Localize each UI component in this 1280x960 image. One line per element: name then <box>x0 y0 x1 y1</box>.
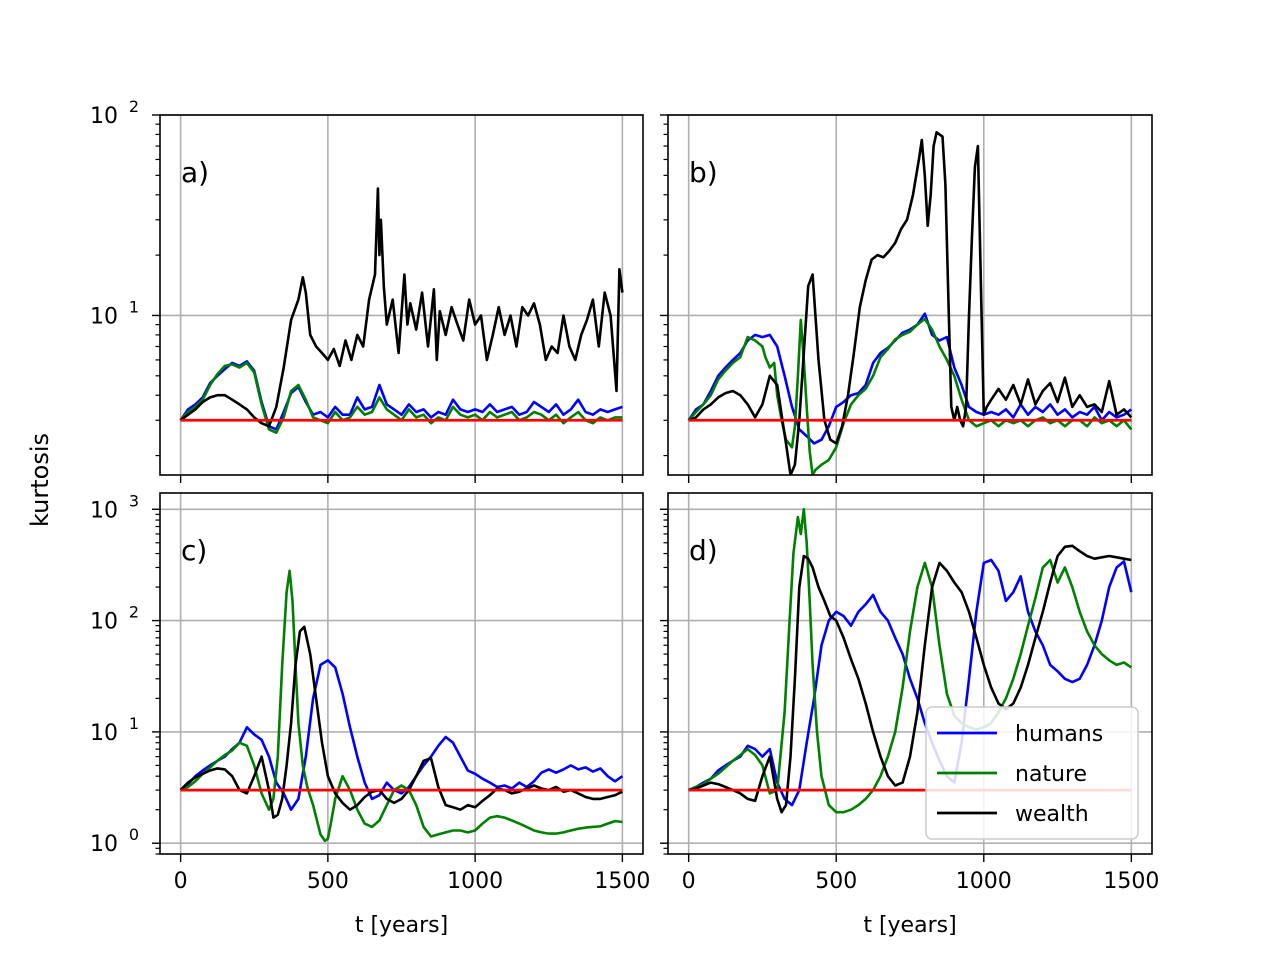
series-line-humans <box>179 658 624 812</box>
panel-a: a) 10 1 10 2 <box>90 97 644 483</box>
tick-label-y-exponent: 2 <box>129 603 139 622</box>
series-line-nature <box>687 317 1133 475</box>
axes-frame <box>159 114 644 476</box>
tick-label-x: 1000 <box>447 869 503 894</box>
y-axis-label: kurtosis <box>26 433 54 527</box>
tick-label-y: 10 <box>90 721 118 746</box>
tick-label-y: 10 <box>90 498 118 523</box>
tick-label-y: 10 <box>90 832 118 857</box>
series-line-humans <box>688 558 1133 807</box>
tick-label-y-exponent: 0 <box>129 825 139 844</box>
series-line-wealth <box>688 544 1132 814</box>
panel-label-d: d) <box>689 534 718 567</box>
legend-box <box>925 706 1139 840</box>
legend-label-wealth: wealth <box>1015 802 1089 827</box>
tick-label-x: 1500 <box>594 869 650 894</box>
tick-label-y-exponent: 1 <box>129 714 139 733</box>
tick-label-y-exponent: 2 <box>129 97 139 116</box>
tick-label-y-exponent: 1 <box>129 297 139 316</box>
panel-label-c: c) <box>181 534 207 567</box>
tick-label-y-exponent: 3 <box>129 491 139 510</box>
tick-label-y: 10 <box>90 104 118 129</box>
tick-label-x: 0 <box>174 869 188 894</box>
axes-frame <box>159 492 644 855</box>
series-line-wealth <box>688 131 1133 475</box>
x-axis-label: t [years] <box>355 913 448 938</box>
axes-frame <box>667 114 1153 476</box>
series-line-wealth <box>179 187 624 428</box>
legend: humans nature wealth <box>925 706 1139 840</box>
tick-label-y: 10 <box>90 610 118 635</box>
legend-label-humans: humans <box>1015 722 1103 747</box>
panel-label-a: a) <box>181 156 209 189</box>
series-line-nature <box>180 569 623 843</box>
panel-d: d) 0 500 1000 1500 t [years] <box>660 492 1159 938</box>
tick-label-x: 1000 <box>956 869 1012 894</box>
panel-c: c) 10 0 10 1 10 2 10 3 0 500 1000 1500 t [years] <box>90 491 650 938</box>
tick-label-x: 500 <box>307 869 349 894</box>
tick-label-x: 0 <box>682 869 696 894</box>
series-line-nature <box>179 361 623 435</box>
legend-label-nature: nature <box>1015 762 1087 787</box>
axes-frame <box>667 492 1153 855</box>
tick-label-x: 1500 <box>1103 869 1159 894</box>
panel-label-b: b) <box>689 156 718 189</box>
tick-label-y: 10 <box>90 304 118 329</box>
panel-b: b) <box>660 114 1153 483</box>
series-line-humans <box>687 312 1133 445</box>
tick-label-x: 500 <box>815 869 857 894</box>
x-axis-label: t [years] <box>863 913 956 938</box>
